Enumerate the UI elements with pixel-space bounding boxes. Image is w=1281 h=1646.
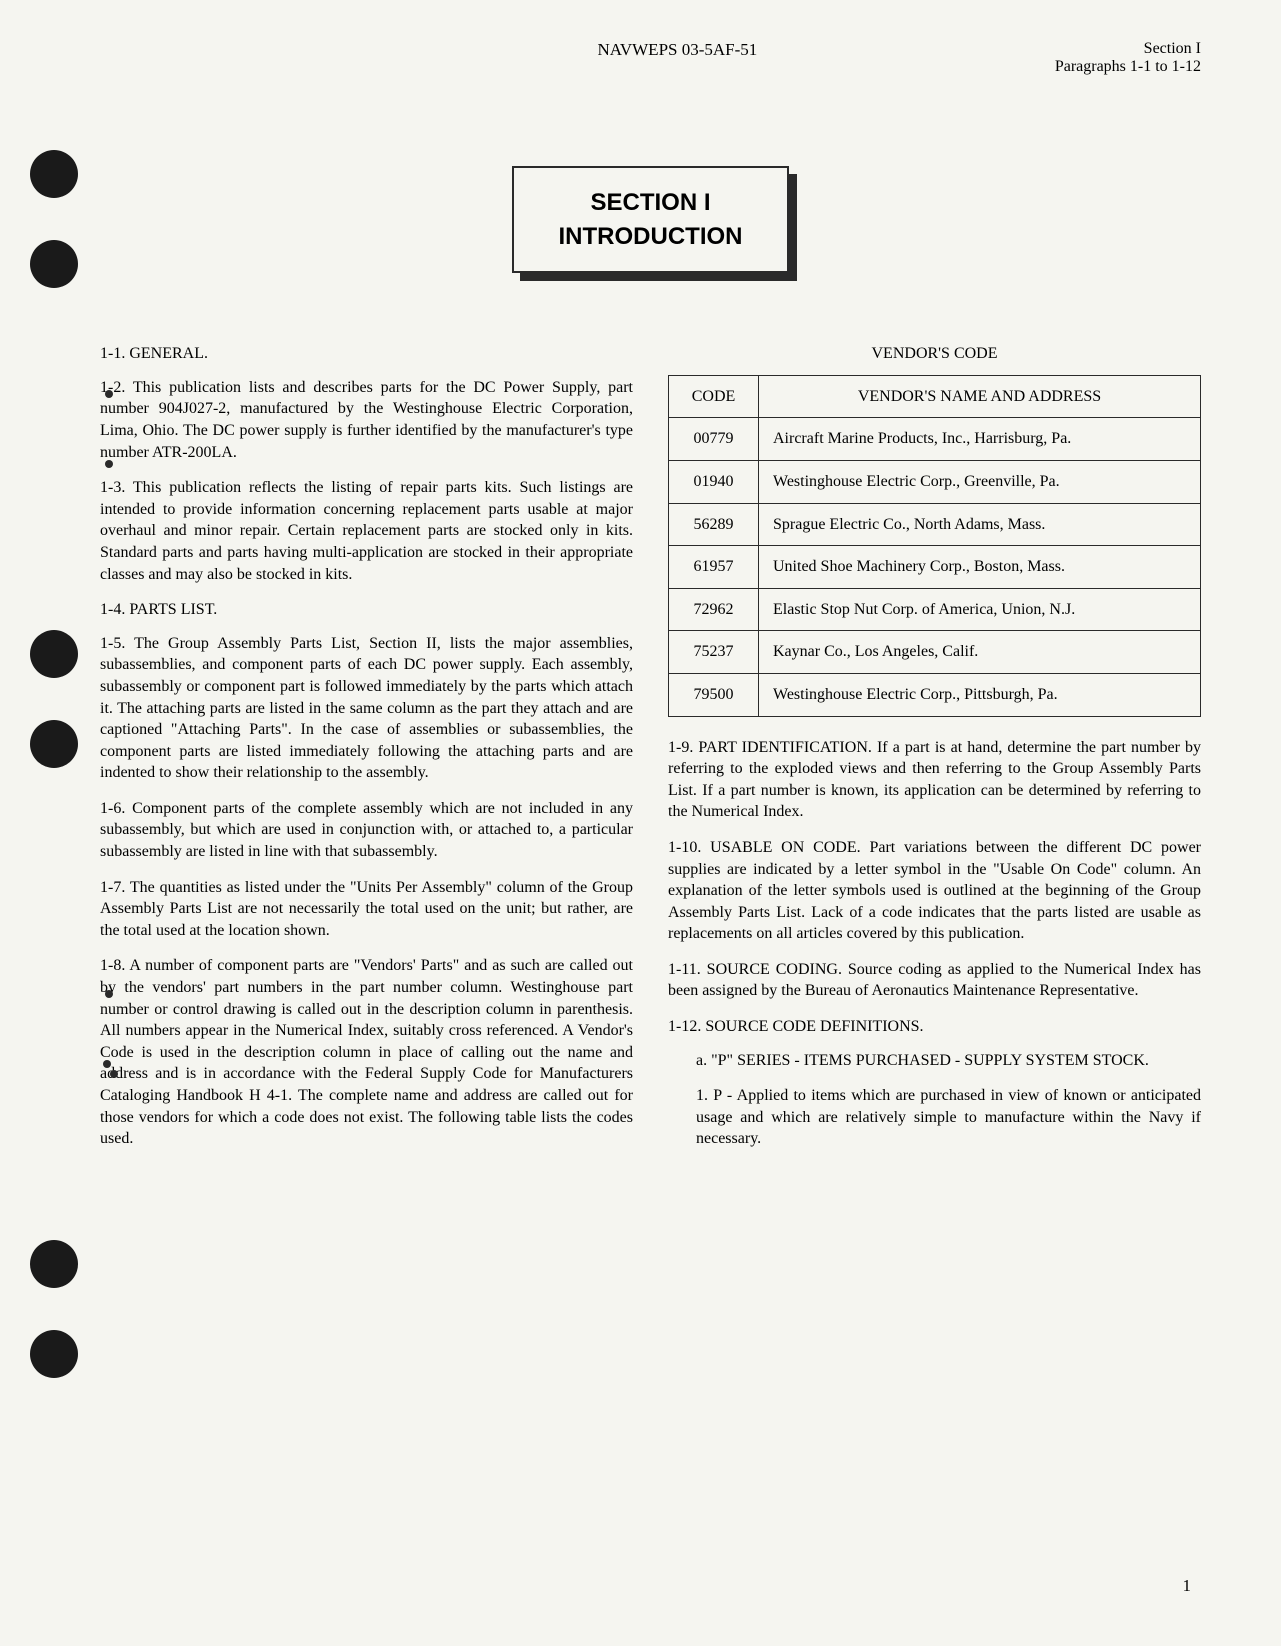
vendor-table-row: 79500 Westinghouse Electric Corp., Pitts…	[669, 673, 1201, 716]
vendor-table-row: 72962 Elastic Stop Nut Corp. of America,…	[669, 588, 1201, 631]
para-1-9: 1-9. PART IDENTIFICATION. If a part is a…	[668, 737, 1201, 823]
vendor-table-row: 00779 Aircraft Marine Products, Inc., Ha…	[669, 418, 1201, 461]
para-1-7: 1-7. The quantities as listed under the …	[100, 877, 633, 942]
vendor-name: Sprague Electric Co., North Adams, Mass.	[759, 503, 1201, 546]
definition-a: a. "P" SERIES - ITEMS PURCHASED - SUPPLY…	[696, 1050, 1201, 1072]
punch-holes	[30, 0, 80, 1646]
para-1-5: 1-5. The Group Assembly Parts List, Sect…	[100, 633, 633, 784]
page-number: 1	[1183, 1576, 1192, 1596]
vendor-table-header-code: CODE	[669, 375, 759, 418]
paragraph-range: Paragraphs 1-1 to 1-12	[1055, 58, 1201, 76]
vendor-code: 00779	[669, 418, 759, 461]
section-title: SECTION I INTRODUCTION	[512, 166, 790, 273]
definition-a-1: 1. P - Applied to items which are purcha…	[696, 1085, 1201, 1150]
section-title-container: SECTION I INTRODUCTION	[100, 166, 1201, 273]
vendor-name: Westinghouse Electric Corp., Greenville,…	[759, 460, 1201, 503]
vendor-name: Kaynar Co., Los Angeles, Calif.	[759, 631, 1201, 674]
vendor-table-header-row: CODE VENDOR'S NAME AND ADDRESS	[669, 375, 1201, 418]
vendor-name: Westinghouse Electric Corp., Pittsburgh,…	[759, 673, 1201, 716]
punch-hole	[30, 1330, 78, 1378]
punch-hole	[30, 150, 78, 198]
heading-1-12: 1-12. SOURCE CODE DEFINITIONS.	[668, 1016, 1201, 1038]
heading-1-4: 1-4. PARTS LIST.	[100, 599, 633, 621]
right-column: VENDOR'S CODE CODE VENDOR'S NAME AND ADD…	[668, 343, 1201, 1164]
document-number: NAVWEPS 03-5AF-51	[100, 40, 1055, 76]
para-1-3: 1-3. This publication reflects the listi…	[100, 477, 633, 585]
page-header: NAVWEPS 03-5AF-51 Section I Paragraphs 1…	[100, 40, 1201, 76]
vendor-table-row: 75237 Kaynar Co., Los Angeles, Calif.	[669, 631, 1201, 674]
scan-artifact-dot	[105, 460, 113, 468]
section-label: Section I	[1055, 40, 1201, 58]
vendor-table-row: 56289 Sprague Electric Co., North Adams,…	[669, 503, 1201, 546]
punch-hole	[30, 630, 78, 678]
vendor-code: 75237	[669, 631, 759, 674]
vendor-code: 79500	[669, 673, 759, 716]
content-columns: 1-1. GENERAL. 1-2. This publication list…	[100, 343, 1201, 1164]
left-column: 1-1. GENERAL. 1-2. This publication list…	[100, 343, 633, 1164]
punch-hole	[30, 1240, 78, 1288]
vendor-table: CODE VENDOR'S NAME AND ADDRESS 00779 Air…	[668, 375, 1201, 717]
vendor-name: Aircraft Marine Products, Inc., Harrisbu…	[759, 418, 1201, 461]
punch-hole	[30, 240, 78, 288]
section-title-line1: SECTION I	[559, 186, 743, 220]
vendor-table-body: 00779 Aircraft Marine Products, Inc., Ha…	[669, 418, 1201, 716]
vendor-table-row: 61957 United Shoe Machinery Corp., Bosto…	[669, 546, 1201, 589]
scan-artifact-dot	[105, 990, 113, 998]
para-1-2: 1-2. This publication lists and describe…	[100, 377, 633, 463]
vendor-code-title: VENDOR'S CODE	[668, 343, 1201, 365]
vendor-code: 72962	[669, 588, 759, 631]
para-1-8: 1-8. A number of component parts are "Ve…	[100, 955, 633, 1149]
section-title-box: SECTION I INTRODUCTION	[512, 166, 790, 273]
vendor-code: 01940	[669, 460, 759, 503]
vendor-name: United Shoe Machinery Corp., Boston, Mas…	[759, 546, 1201, 589]
vendor-code: 56289	[669, 503, 759, 546]
para-1-10: 1-10. USABLE ON CODE. Part variations be…	[668, 837, 1201, 945]
scan-artifact-dot	[105, 390, 113, 398]
section-title-line2: INTRODUCTION	[559, 220, 743, 254]
vendor-table-header-name: VENDOR'S NAME AND ADDRESS	[759, 375, 1201, 418]
scan-artifact-dot	[103, 1060, 111, 1068]
header-right: Section I Paragraphs 1-1 to 1-12	[1055, 40, 1201, 76]
vendor-code: 61957	[669, 546, 759, 589]
vendor-name: Elastic Stop Nut Corp. of America, Union…	[759, 588, 1201, 631]
scan-artifact-dot	[110, 1070, 118, 1078]
vendor-table-row: 01940 Westinghouse Electric Corp., Green…	[669, 460, 1201, 503]
punch-hole	[30, 720, 78, 768]
para-1-11: 1-11. SOURCE CODING. Source coding as ap…	[668, 959, 1201, 1002]
heading-1-1: 1-1. GENERAL.	[100, 343, 633, 365]
para-1-6: 1-6. Component parts of the complete ass…	[100, 798, 633, 863]
